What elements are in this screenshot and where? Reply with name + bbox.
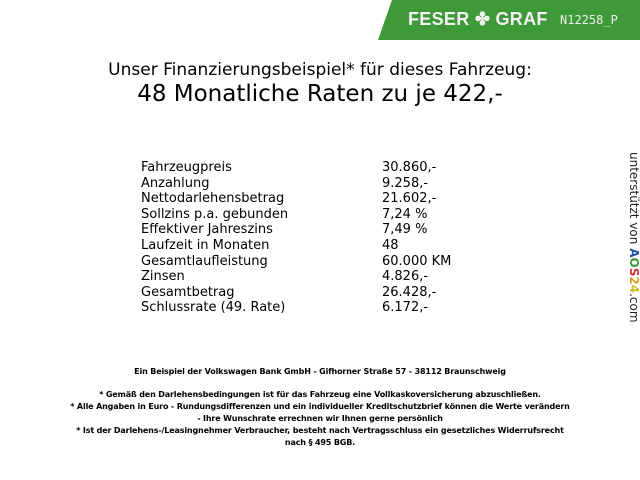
finance-row: Laufzeit in Monaten 48 [141, 238, 441, 254]
row-label: Schlussrate (49. Rate) [141, 300, 286, 316]
footnote-insurance: * Gemäß den Darlehensbedingungen ist für… [99, 390, 541, 399]
row-value: 7,49 % [382, 222, 428, 238]
finance-row: Sollzins p.a. gebunden 7,24 % [141, 207, 441, 223]
row-value: 21.602,- [382, 191, 437, 207]
row-label: Gesamtlaufleistung [141, 253, 268, 269]
finance-title: Unser Finanzierungsbeispiel* für dieses … [108, 60, 532, 80]
finance-row: Gesamtbetrag 26.428,- [141, 285, 441, 301]
row-label: Nettodarlehensbetrag [141, 191, 285, 207]
dealer-banner [378, 0, 640, 40]
finance-table: Fahrzeugpreis 30.860,- Anzahlung 9.258,- Net… [141, 160, 451, 316]
finance-row: Anzahlung 9.258,- [141, 176, 441, 192]
supported-by: unterstützt von AOS24.com [627, 152, 640, 323]
row-value: 60.000 KM [382, 253, 452, 269]
finance-row: Gesamtlaufleistung 60.000 KM [141, 253, 451, 270]
row-label: Anzahlung [141, 175, 210, 191]
vehicle-code: N12258_P [560, 13, 618, 27]
footnote-amounts-cont: - Ihre Wunschrate errechnen wir Ihnen ge… [197, 414, 443, 423]
dealer-logo: FESER ✤ GRAF [408, 9, 548, 29]
row-label: Gesamtbetrag [141, 284, 235, 300]
monthly-rate-headline: 48 Monatliche Raten zu je 422,- [137, 81, 503, 107]
footnote-withdrawal: * Ist der Darlehens-/Leasingnehmer Verbr… [76, 426, 564, 435]
row-value: 48 [382, 237, 399, 253]
row-label: Laufzeit in Monaten [141, 237, 270, 253]
finance-row: Fahrzeugpreis 30.860,- [141, 160, 441, 176]
bank-info: Ein Beispiel der Volkswagen Bank GmbH - … [134, 367, 506, 376]
supported-by-suffix: .com [627, 293, 640, 323]
row-value: 26.428,- [382, 284, 437, 300]
footnote-amounts: * Alle Angaben in Euro - Rundungsdiffere… [70, 402, 570, 411]
row-value: 30.860,- [382, 160, 437, 175]
row-value: 9.258,- [382, 175, 429, 191]
row-label: Sollzins p.a. gebunden [141, 206, 289, 222]
row-label: Fahrzeugpreis [141, 160, 232, 175]
row-value: 7,24 % [382, 206, 428, 222]
row-value: 6.172,- [382, 300, 429, 316]
finance-row: Effektiver Jahreszins 7,49 % [141, 222, 441, 238]
finance-row: Nettodarlehensbetrag 21.602,- [141, 191, 441, 207]
row-label: Effektiver Jahreszins [141, 222, 273, 238]
footnote-withdrawal-cont: nach § 495 BGB. [284, 438, 356, 447]
supported-by-text: unterstützt von [627, 152, 640, 245]
finance-row: Schlussrate (49. Rate) 6.172,- [141, 300, 441, 316]
aos24-logo: AOS24 [627, 248, 640, 294]
row-label: Zinsen [141, 269, 185, 285]
finance-row: Zinsen 4.826,- [141, 269, 441, 285]
row-value: 4.826,- [382, 269, 429, 285]
